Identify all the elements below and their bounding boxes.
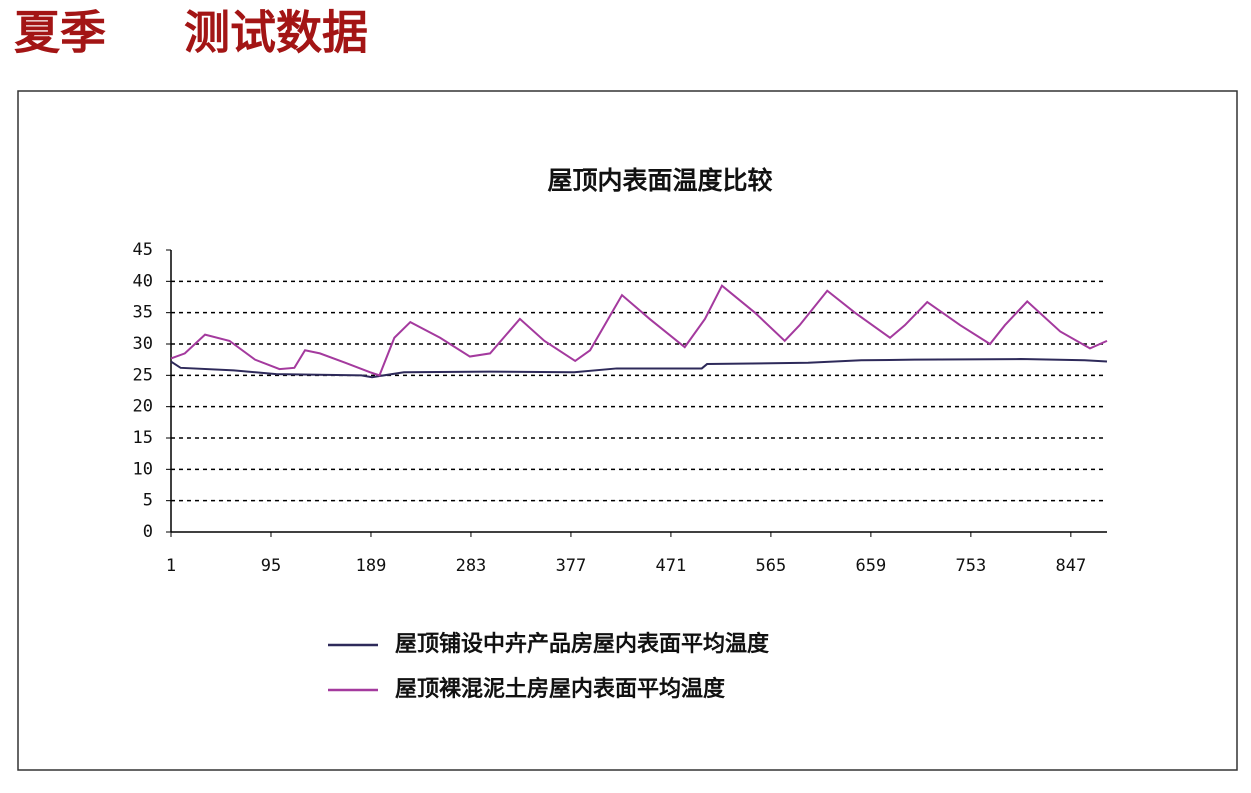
legend-label: 屋顶裸混泥土房屋内表面平均温度 xyxy=(395,676,726,702)
data-line xyxy=(170,358,1108,379)
x-tick-label: 565 xyxy=(756,556,787,576)
chart-title: 屋顶内表面温度比较 xyxy=(547,166,772,195)
x-tick-label: 283 xyxy=(456,556,487,576)
x-tick-label: 377 xyxy=(556,556,587,576)
y-tick-label: 15 xyxy=(133,428,153,448)
x-tick-label: 753 xyxy=(955,556,986,576)
x-tick-label: 189 xyxy=(356,556,387,576)
y-tick-label: 45 xyxy=(133,240,153,260)
y-tick-label: 0 xyxy=(143,522,153,542)
x-tick-label: 1 xyxy=(166,556,176,576)
y-tick-label: 40 xyxy=(133,271,153,291)
x-tick-label: 471 xyxy=(656,556,687,576)
chart-frame xyxy=(17,90,1238,771)
y-tick-label: 35 xyxy=(133,303,153,323)
legend-label: 屋顶铺设中卉产品房屋内表面平均温度 xyxy=(395,631,770,657)
y-tick-label: 25 xyxy=(133,365,153,385)
x-tick-label: 95 xyxy=(261,556,281,576)
y-tick-label: 20 xyxy=(133,397,153,417)
x-tick-label: 659 xyxy=(856,556,887,576)
data-line xyxy=(170,284,1108,377)
x-tick-label: 847 xyxy=(1055,556,1086,576)
header-title: 夏季 xyxy=(14,6,106,60)
y-tick-label: 5 xyxy=(143,491,153,511)
y-tick-label: 30 xyxy=(133,334,153,354)
y-tick-label: 10 xyxy=(133,459,153,479)
header-title: 测试数据 xyxy=(184,6,368,60)
